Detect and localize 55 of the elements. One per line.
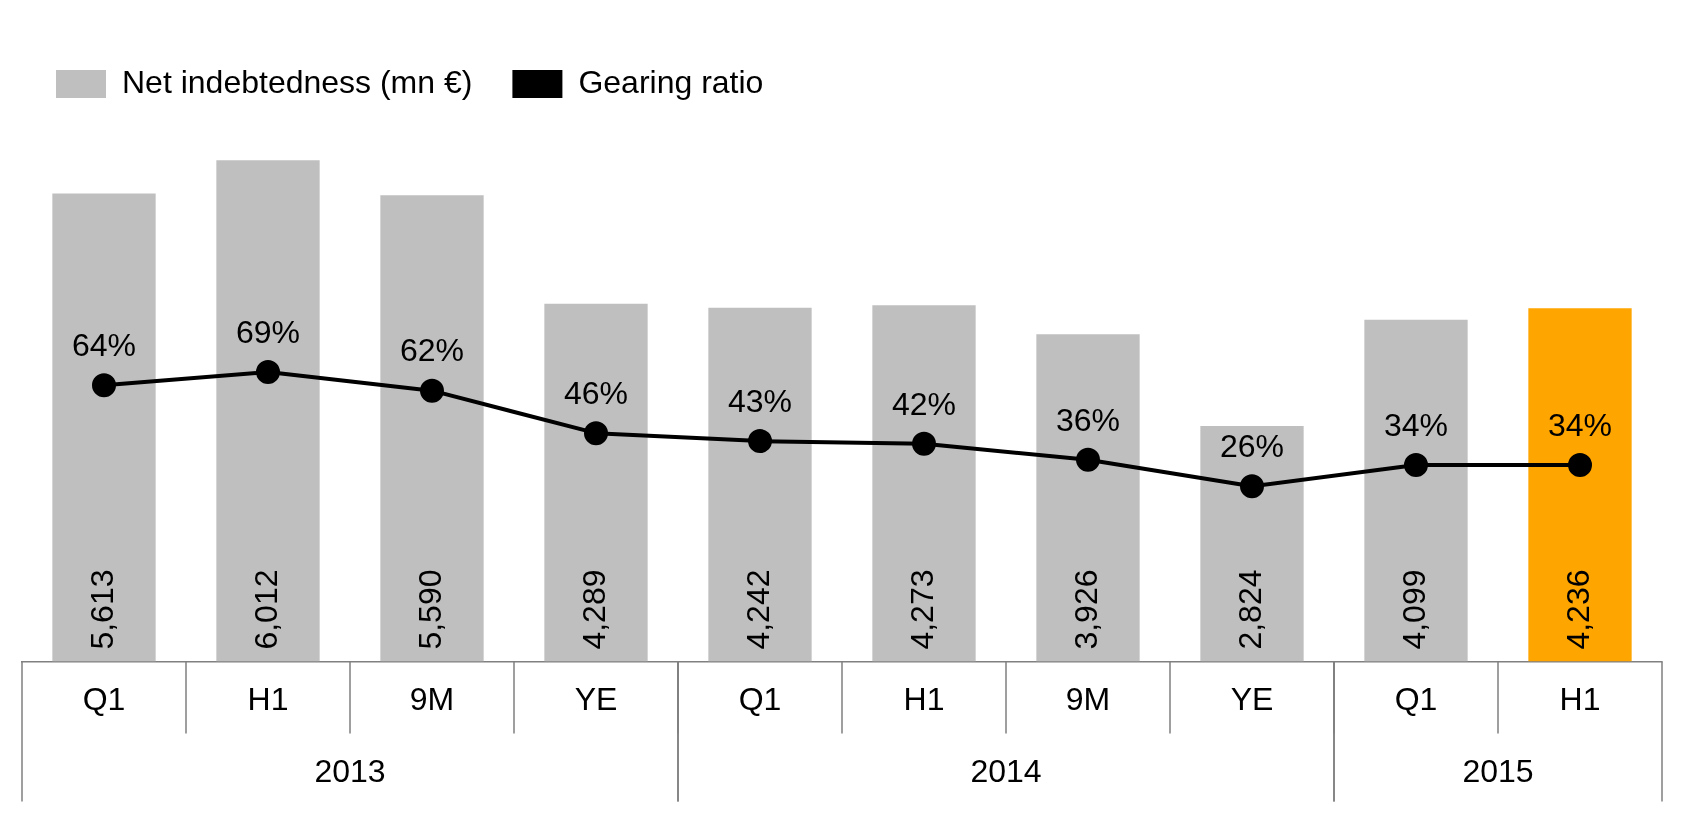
data-label: 5,590 (411, 569, 448, 650)
point (92, 373, 116, 398)
point (1076, 447, 1100, 472)
x-tick-label: YE (574, 680, 618, 717)
point (1240, 474, 1264, 499)
text: 2014 (970, 753, 1042, 790)
x-tick-label: YE (1230, 680, 1274, 717)
data-label: 26% (1219, 428, 1285, 465)
data-label: 64% (71, 327, 137, 364)
bar (1036, 334, 1140, 662)
x-tick-label: H1 (247, 680, 289, 717)
x-tick-label: Q1 (738, 680, 782, 717)
bar (1364, 319, 1468, 662)
bar (872, 305, 976, 662)
x-tick-label: H1 (1559, 680, 1601, 717)
point (748, 429, 772, 454)
data-label: 34% (1383, 406, 1449, 443)
x-tick-label: Q1 (1394, 680, 1438, 717)
data-label: 34% (1547, 406, 1613, 443)
data-label: 4,242 (739, 569, 776, 650)
data-label: 4,273 (903, 569, 940, 650)
point (912, 431, 936, 456)
bar (708, 307, 812, 662)
point (420, 378, 444, 403)
data-label: 43% (727, 382, 793, 419)
x-tick-label: Q1 (82, 680, 126, 717)
data-label: 3,926 (1067, 569, 1104, 650)
bar (216, 160, 320, 662)
point (584, 421, 608, 446)
bar (544, 303, 648, 662)
text: 2013 (314, 753, 386, 790)
x-tick-label: 9M (409, 680, 455, 717)
data-label: 69% (235, 313, 301, 350)
data-label: 4,289 (575, 569, 612, 650)
bar (52, 193, 156, 662)
bar (1200, 426, 1304, 662)
data-label: 6,012 (247, 569, 284, 650)
legend-label: Gearing ratio (578, 63, 764, 100)
x-tick-label: H1 (903, 680, 945, 717)
x-tick-label: 9M (1065, 680, 1111, 717)
text: 2015 (1462, 753, 1534, 790)
data-label: 42% (891, 385, 957, 422)
data-label: 2,824 (1231, 569, 1268, 650)
data-label: 5,613 (83, 569, 120, 650)
data-label: 4,236 (1559, 569, 1596, 650)
point (256, 360, 280, 385)
bar (380, 195, 484, 662)
legend-label: Net indebtedness (mn €) (122, 63, 473, 100)
data-label: 62% (399, 332, 465, 369)
data-label: 4,099 (1395, 569, 1432, 650)
data-label: 36% (1055, 401, 1121, 438)
point (1568, 453, 1592, 478)
bar (1528, 308, 1632, 662)
data-label: 46% (563, 374, 629, 411)
point (1404, 453, 1428, 478)
